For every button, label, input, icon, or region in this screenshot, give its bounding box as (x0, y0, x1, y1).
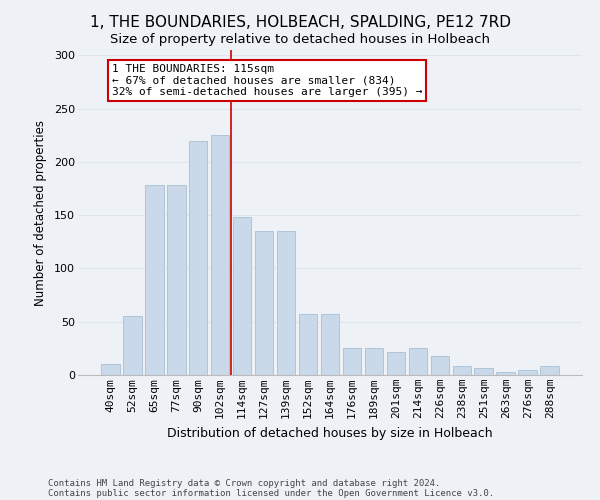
Bar (299, 314, 317, 375)
Text: 1, THE BOUNDARIES, HOLBEACH, SPALDING, PE12 7RD: 1, THE BOUNDARIES, HOLBEACH, SPALDING, P… (89, 15, 511, 30)
Bar (475, 368, 493, 375)
Y-axis label: Number of detached properties: Number of detached properties (34, 120, 47, 306)
Bar (233, 218, 251, 375)
Text: Size of property relative to detached houses in Holbeach: Size of property relative to detached ho… (110, 32, 490, 46)
Bar (277, 231, 295, 375)
Bar (320, 314, 340, 375)
Bar (189, 140, 208, 375)
Text: 1 THE BOUNDARIES: 115sqm
← 67% of detached houses are smaller (834)
32% of semi-: 1 THE BOUNDARIES: 115sqm ← 67% of detach… (112, 64, 422, 97)
Bar (255, 231, 274, 375)
Bar (541, 366, 559, 375)
Bar (386, 352, 405, 375)
Bar (409, 348, 427, 375)
Bar (518, 370, 537, 375)
Bar (452, 366, 471, 375)
Bar (343, 348, 361, 375)
Bar (365, 348, 383, 375)
X-axis label: Distribution of detached houses by size in Holbeach: Distribution of detached houses by size … (167, 426, 493, 440)
Bar (123, 316, 142, 375)
Text: Contains public sector information licensed under the Open Government Licence v3: Contains public sector information licen… (48, 488, 494, 498)
Bar (211, 135, 229, 375)
Bar (167, 186, 185, 375)
Bar (431, 356, 449, 375)
Bar (145, 186, 164, 375)
Bar (496, 372, 515, 375)
Text: Contains HM Land Registry data © Crown copyright and database right 2024.: Contains HM Land Registry data © Crown c… (48, 478, 440, 488)
Bar (101, 364, 119, 375)
